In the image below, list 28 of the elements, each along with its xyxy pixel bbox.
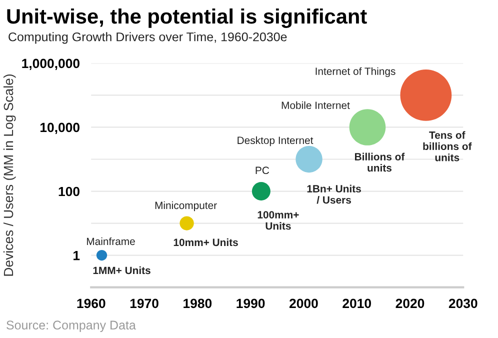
annotation: Tens of billions of units	[423, 131, 472, 162]
x-tick-label: 1980	[184, 298, 212, 308]
x-tick-label: 2020	[396, 298, 424, 308]
x-tick-label: 2010	[342, 298, 371, 308]
x-tick-label: 2000	[289, 298, 318, 308]
y-tick-label: 1	[74, 250, 80, 260]
annotation: Desktop Internet	[238, 136, 314, 146]
y-tick-label: 1,000,000	[22, 58, 80, 70]
chart-title: Unit-wise, the potential is significant	[7, 8, 367, 28]
source-note: Source: Company Data	[6, 320, 136, 332]
annotation: Mainframe	[87, 237, 135, 246]
x-tick-label: 1970	[130, 298, 158, 308]
y-tick-label: 100	[58, 186, 80, 196]
annotation: Mobile Internet	[282, 101, 350, 110]
annotation: 1MM+ Units	[93, 266, 150, 274]
x-tick-label: 2030	[448, 298, 478, 308]
annotation: Billions of units	[355, 152, 405, 172]
annotation: Minicomputer	[155, 201, 217, 212]
annotation: Internet of Things	[316, 67, 396, 78]
annotation: PC	[256, 166, 270, 174]
x-tick-label: 1990	[236, 298, 265, 308]
annotation: 10mm+ Units	[174, 238, 238, 246]
annotation: 100mm+ Units	[258, 211, 299, 230]
y-tick-label: 10,000	[40, 122, 80, 134]
chart-subtitle: Computing Growth Drivers over Time, 1960-2030e	[8, 32, 287, 44]
y-axis-title: Devices / Users (MM in Log Scale)	[3, 74, 16, 276]
x-tick-label: 1960	[77, 298, 106, 308]
annotation: 1Bn+ Units / Users	[307, 184, 361, 204]
